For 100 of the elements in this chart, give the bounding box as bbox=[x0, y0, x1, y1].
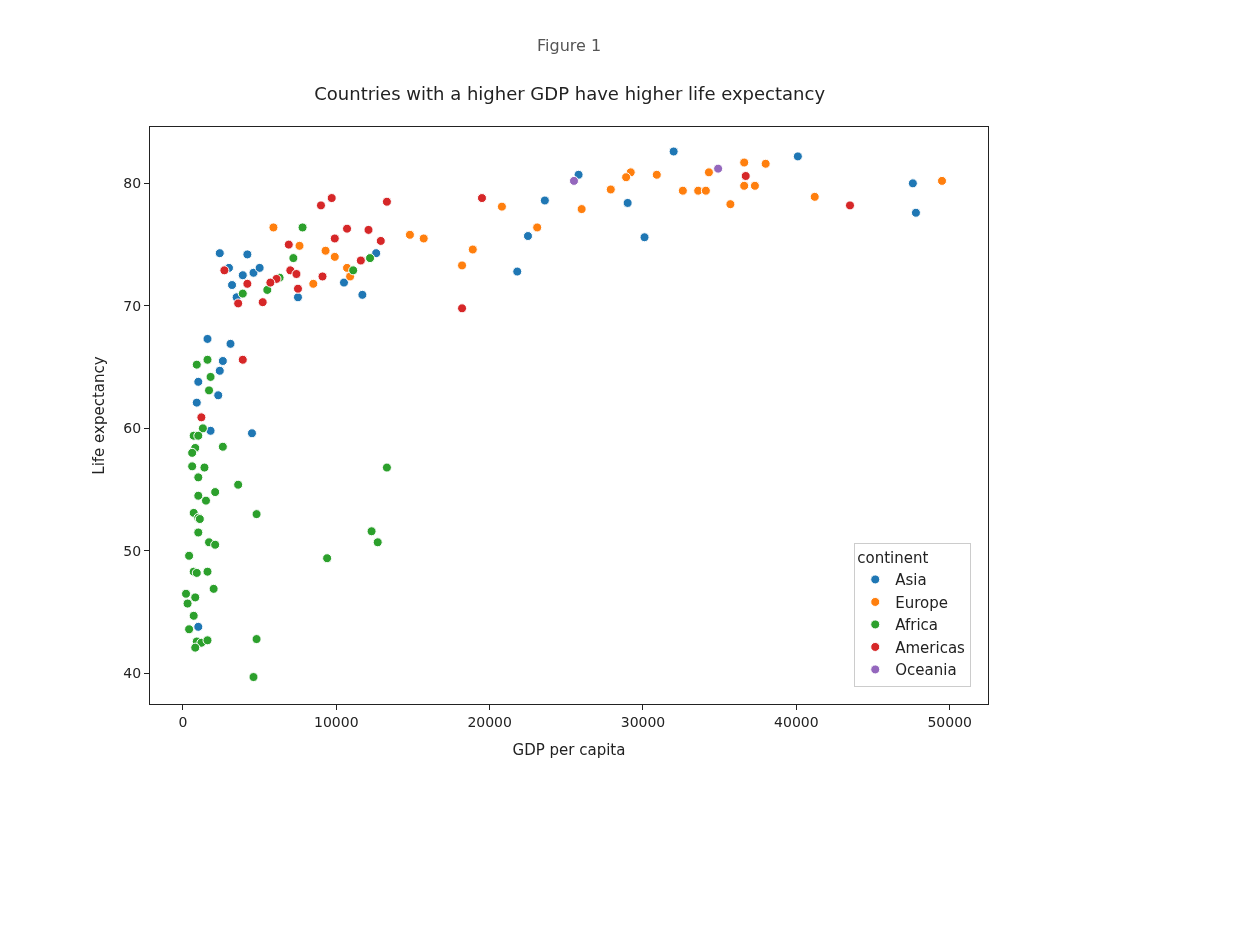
point bbox=[292, 292, 303, 303]
point bbox=[294, 240, 305, 251]
point bbox=[246, 428, 257, 439]
point bbox=[375, 235, 386, 246]
point bbox=[193, 430, 204, 441]
point bbox=[907, 178, 918, 189]
point bbox=[844, 200, 855, 211]
point bbox=[202, 635, 213, 646]
legend-title: continent bbox=[857, 549, 929, 568]
point bbox=[342, 223, 353, 234]
point bbox=[320, 245, 331, 256]
point bbox=[217, 441, 228, 452]
point bbox=[792, 151, 803, 162]
legend-label: Americas bbox=[895, 638, 966, 657]
point bbox=[476, 193, 487, 204]
point bbox=[363, 224, 374, 235]
point bbox=[225, 338, 236, 349]
point bbox=[265, 277, 276, 288]
point bbox=[457, 260, 468, 271]
x-tick-label: 50000 bbox=[927, 713, 972, 730]
point bbox=[184, 624, 195, 635]
x-tick-label: 30000 bbox=[620, 713, 666, 730]
point bbox=[217, 355, 228, 366]
point bbox=[348, 265, 359, 276]
x-axis-title: GDP per capita bbox=[512, 740, 626, 759]
point bbox=[283, 239, 294, 250]
point bbox=[184, 550, 195, 561]
point bbox=[205, 371, 216, 382]
point bbox=[188, 610, 199, 621]
point bbox=[292, 283, 303, 294]
legend-label: Asia bbox=[895, 571, 927, 590]
point bbox=[187, 461, 198, 472]
point bbox=[190, 592, 201, 603]
point bbox=[254, 262, 265, 273]
point bbox=[237, 288, 248, 299]
point bbox=[248, 672, 259, 683]
point bbox=[338, 277, 349, 288]
point bbox=[576, 204, 587, 215]
point bbox=[191, 359, 202, 370]
point bbox=[512, 266, 523, 277]
point bbox=[357, 289, 368, 300]
point bbox=[725, 199, 736, 210]
point bbox=[568, 175, 579, 186]
point bbox=[910, 207, 921, 218]
point bbox=[214, 248, 225, 259]
point bbox=[308, 278, 319, 289]
x-tick-label: 10000 bbox=[314, 713, 359, 730]
point bbox=[237, 354, 248, 365]
point bbox=[202, 333, 213, 344]
point bbox=[196, 412, 207, 423]
point bbox=[242, 278, 253, 289]
y-tick-label: 40 bbox=[123, 665, 142, 682]
point bbox=[213, 390, 224, 401]
point bbox=[622, 197, 633, 208]
point bbox=[326, 193, 337, 204]
point bbox=[242, 249, 253, 260]
point bbox=[739, 157, 750, 168]
point bbox=[639, 232, 650, 243]
point bbox=[355, 255, 366, 266]
point bbox=[418, 233, 429, 244]
point bbox=[268, 222, 279, 233]
point bbox=[703, 167, 714, 178]
point bbox=[208, 583, 219, 594]
point bbox=[210, 487, 221, 498]
point bbox=[760, 158, 771, 169]
point bbox=[214, 365, 225, 376]
point bbox=[199, 462, 210, 473]
point bbox=[677, 185, 688, 196]
point bbox=[257, 297, 268, 308]
legend-label: Oceania bbox=[895, 661, 957, 680]
point bbox=[251, 634, 262, 645]
x-tick-label: 0 bbox=[178, 713, 188, 730]
point bbox=[372, 537, 383, 548]
point bbox=[297, 222, 308, 233]
point bbox=[404, 229, 415, 240]
point bbox=[233, 479, 244, 490]
x-tick-label: 40000 bbox=[774, 713, 819, 730]
point bbox=[496, 201, 507, 212]
point bbox=[740, 171, 751, 181]
point bbox=[187, 447, 198, 458]
point bbox=[739, 180, 750, 191]
x-tick-label: 20000 bbox=[467, 713, 512, 730]
caption: Figure 1 bbox=[537, 36, 602, 55]
point bbox=[457, 303, 468, 314]
point bbox=[937, 175, 947, 186]
point bbox=[713, 163, 724, 174]
point bbox=[668, 146, 679, 157]
point bbox=[237, 270, 248, 281]
point bbox=[219, 265, 230, 276]
point bbox=[193, 472, 204, 483]
legend-label: Europe bbox=[895, 593, 948, 612]
point bbox=[366, 526, 377, 537]
point bbox=[371, 248, 382, 259]
point bbox=[227, 280, 238, 291]
point bbox=[539, 195, 550, 206]
point bbox=[193, 527, 204, 538]
point bbox=[381, 196, 392, 207]
point bbox=[202, 354, 213, 365]
y-tick-label: 50 bbox=[123, 542, 142, 559]
point bbox=[210, 539, 221, 550]
